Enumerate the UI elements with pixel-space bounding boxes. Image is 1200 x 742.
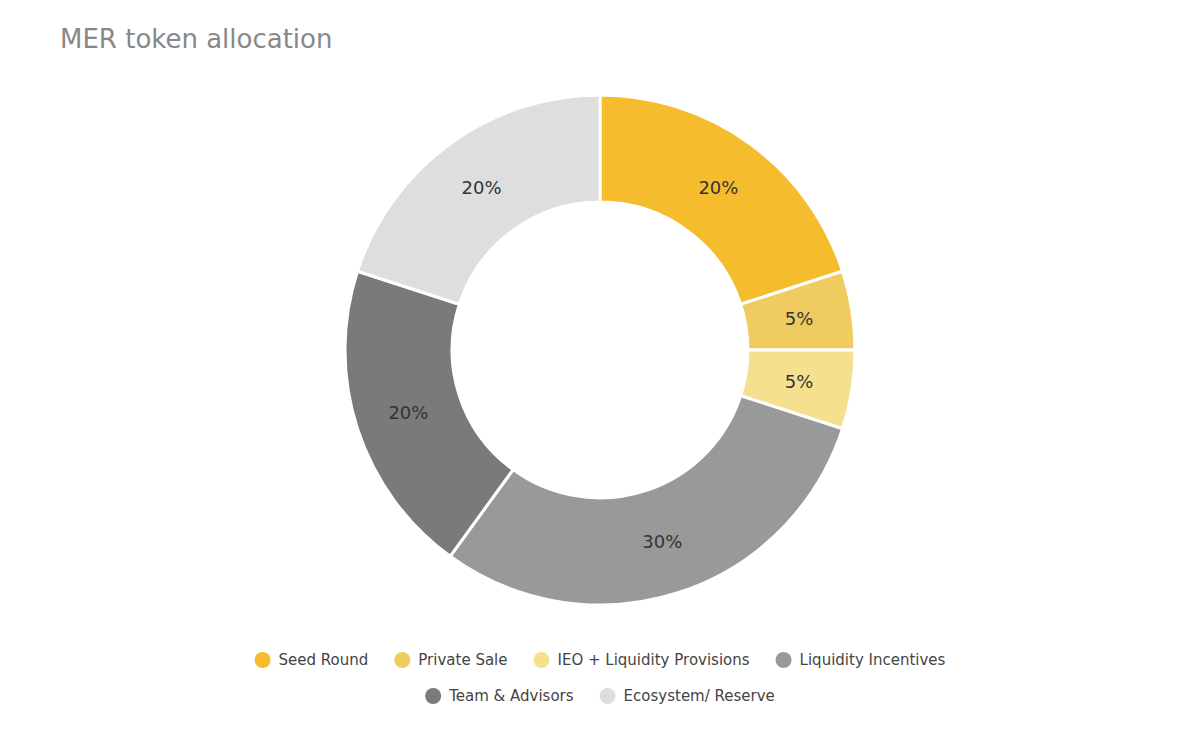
wedges — [345, 95, 855, 605]
legend: Seed Round Private Sale IEO + Liquidity Pr… — [255, 651, 946, 705]
wedge — [357, 95, 600, 304]
legend-swatch — [776, 652, 792, 668]
legend-swatch — [394, 652, 410, 668]
data-label: 20% — [388, 402, 428, 423]
legend-label: Ecosystem/ Reserve — [624, 687, 775, 705]
legend-label: Team & Advisors — [448, 687, 574, 705]
data-label: 5% — [785, 371, 814, 392]
legend-swatch — [255, 652, 271, 668]
title: MER token allocation — [60, 24, 332, 54]
wedge — [345, 271, 513, 556]
legend-swatch — [600, 688, 616, 704]
data-label: 20% — [698, 177, 738, 198]
data-labels: 20% 5% 5% 30% 20% 20% — [388, 177, 813, 553]
data-label: 20% — [462, 177, 502, 198]
chart: MER token allocation 20% 5% 5% 30% 20% 20% Seed… — [0, 0, 1200, 742]
data-label: 5% — [785, 308, 814, 329]
legend-swatch — [425, 688, 441, 704]
legend-row: Team & Advisors Ecosystem/ Reserve — [425, 687, 775, 705]
wedge — [450, 396, 842, 605]
legend-label: Private Sale — [418, 651, 507, 669]
legend-swatch — [534, 652, 550, 668]
wedge — [741, 271, 855, 350]
legend-label: IEO + Liquidity Provisions — [558, 651, 750, 669]
legend-label: Liquidity Incentives — [800, 651, 946, 669]
legend-row: Seed Round Private Sale IEO + Liquidity Pr… — [255, 651, 946, 669]
data-label: 30% — [642, 531, 682, 552]
wedge — [600, 95, 843, 304]
legend-label: Seed Round — [279, 651, 369, 669]
